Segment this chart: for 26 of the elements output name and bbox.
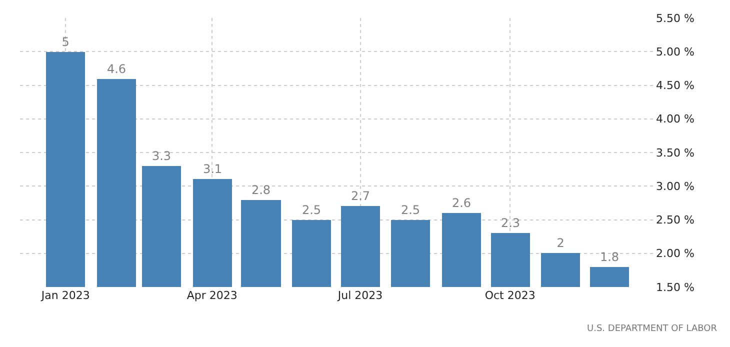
x-tick-label: Oct 2023 (484, 289, 536, 302)
text: U.S. DEPARTMENT OF LABOR (587, 324, 717, 334)
y-tick-label: 5.50 % (656, 12, 694, 25)
y-tick-label: 3.00 % (656, 180, 694, 193)
y-tick-label: 5.00 % (656, 45, 694, 58)
data-label: 2.3 (500, 216, 520, 230)
data-label: 5 (62, 35, 70, 49)
data-label: 3.1 (202, 162, 222, 176)
data-label: 2.5 (302, 203, 322, 217)
y-tick-label: 4.00 % (656, 112, 694, 126)
data-label: 2.7 (350, 189, 370, 203)
data-label: 1.8 (600, 250, 620, 264)
data-label: 2.8 (251, 183, 271, 197)
x-tick-label: Apr 2023 (186, 289, 238, 302)
data-label: 2.6 (452, 196, 472, 210)
y-tick-label: 3.50 % (656, 146, 694, 160)
y-tick-label: 4.50 % (656, 79, 694, 92)
data-label: 2 (556, 236, 564, 250)
x-tick-label: Jul 2023 (336, 289, 383, 302)
data-label: 3.3 (152, 149, 172, 163)
data-label: 2.5 (400, 203, 420, 217)
y-tick-label: 1.50 % (656, 280, 694, 294)
y-tick-label: 2.50 % (656, 214, 694, 227)
data-label: 4.6 (106, 62, 126, 76)
x-tick-label: Jan 2023 (40, 289, 90, 302)
y-tick-label: 2.00 % (656, 247, 694, 260)
